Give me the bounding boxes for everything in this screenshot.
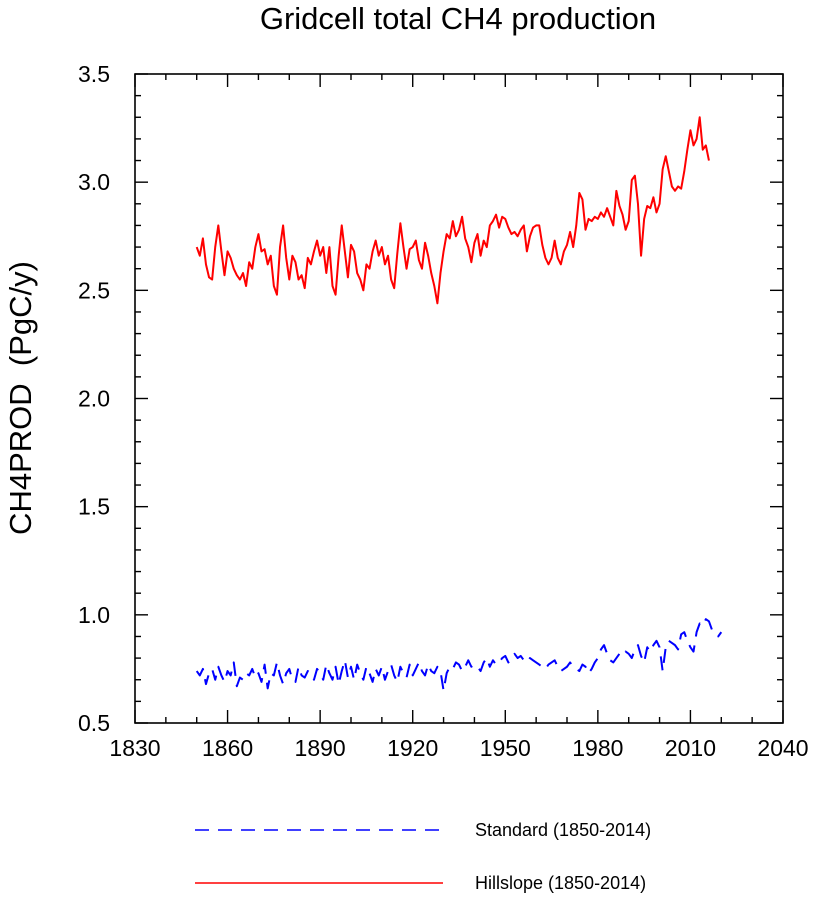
- chart-title: Gridcell total CH4 production: [260, 1, 656, 36]
- legend-label-hillslope: Hillslope (1850-2014): [475, 873, 646, 893]
- x-tick-label: 1920: [387, 735, 438, 761]
- x-tick-label: 1830: [109, 735, 160, 761]
- x-tick-labels: 1830 1860 1890 1920 1950 1980 2010 2040: [109, 735, 808, 761]
- series-line-standard: [195, 618, 723, 692]
- y-tick-labels: 0.5 1.0 1.5 2.0 2.5 3.0 3.5: [78, 61, 110, 736]
- legend-item-hillslope: Hillslope (1850-2014): [195, 873, 646, 893]
- series-layer: [195, 116, 723, 692]
- y-tick-label: 1.5: [78, 494, 110, 520]
- plot-area: [134, 73, 784, 724]
- x-tick-label: 1860: [202, 735, 253, 761]
- legend-item-standard: Standard (1850-2014): [195, 820, 651, 840]
- legend-label-standard: Standard (1850-2014): [475, 820, 651, 840]
- y-tick-label: 0.5: [78, 710, 110, 736]
- y-tick-label: 3.0: [78, 169, 110, 195]
- series-line-hillslope: [195, 116, 710, 305]
- x-tick-label: 2010: [665, 735, 716, 761]
- plot-frame: [134, 73, 784, 724]
- axis-ticks: [134, 73, 784, 724]
- x-tick-label: 1890: [295, 735, 346, 761]
- legend: Standard (1850-2014) Hillslope (1850-201…: [195, 820, 651, 893]
- y-tick-label: 3.5: [78, 61, 110, 87]
- y-axis-label: CH4PROD (PgC/y): [3, 261, 38, 535]
- x-tick-label: 1980: [572, 735, 623, 761]
- y-tick-label: 1.0: [78, 602, 110, 628]
- x-tick-label: 2040: [757, 735, 808, 761]
- y-tick-label: 2.0: [78, 386, 110, 412]
- y-tick-label: 2.5: [78, 277, 110, 303]
- x-tick-label: 1950: [480, 735, 531, 761]
